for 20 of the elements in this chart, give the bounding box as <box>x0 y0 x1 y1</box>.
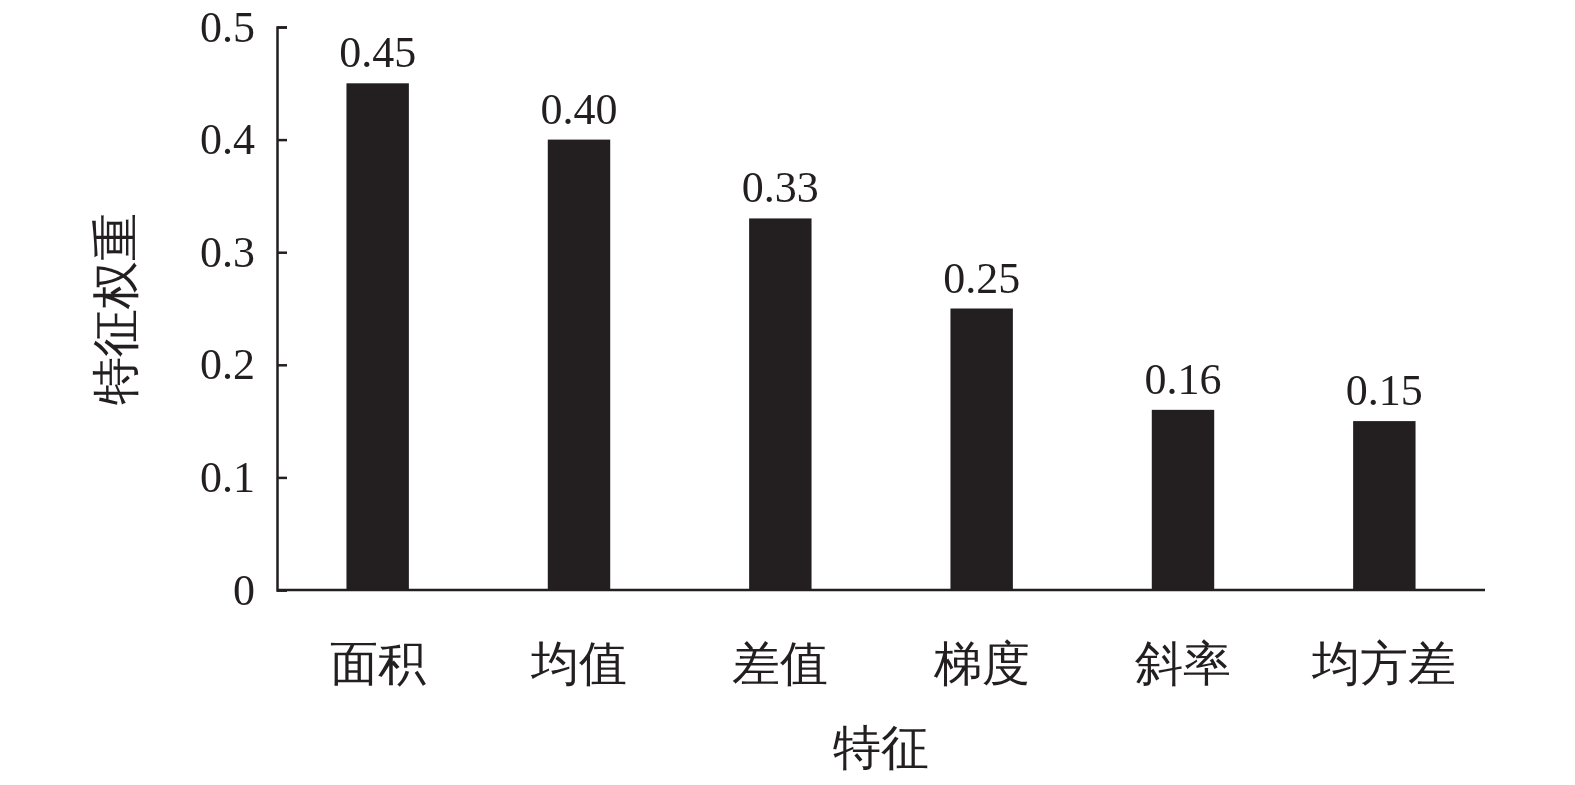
y-tick-label: 0.1 <box>200 452 255 502</box>
x-tick-label: 梯度 <box>932 637 1030 691</box>
y-axis-title: 特征权重 <box>89 212 142 405</box>
x-tick-label: 斜率 <box>1135 637 1231 691</box>
data-label: 0.15 <box>1345 366 1423 416</box>
x-axis-title: 特征 <box>833 721 929 774</box>
data-label: 0.45 <box>339 28 417 78</box>
x-tick-label: 均方差 <box>1311 637 1457 691</box>
data-label: 0.25 <box>943 253 1021 303</box>
x-tick-label: 均值 <box>530 637 627 691</box>
x-tick-label: 面积 <box>329 637 426 691</box>
data-label: 0.33 <box>741 163 819 213</box>
y-tick-label: 0.5 <box>200 2 255 52</box>
y-tick-label: 0.4 <box>200 115 255 165</box>
data-label: 0.40 <box>540 84 618 134</box>
x-tick-label: 差值 <box>732 637 829 691</box>
y-tick-label: 0.2 <box>200 340 255 390</box>
y-tick-label: 0 <box>233 565 255 615</box>
data-label: 0.16 <box>1144 354 1222 404</box>
y-tick-label: 0.3 <box>200 227 255 277</box>
